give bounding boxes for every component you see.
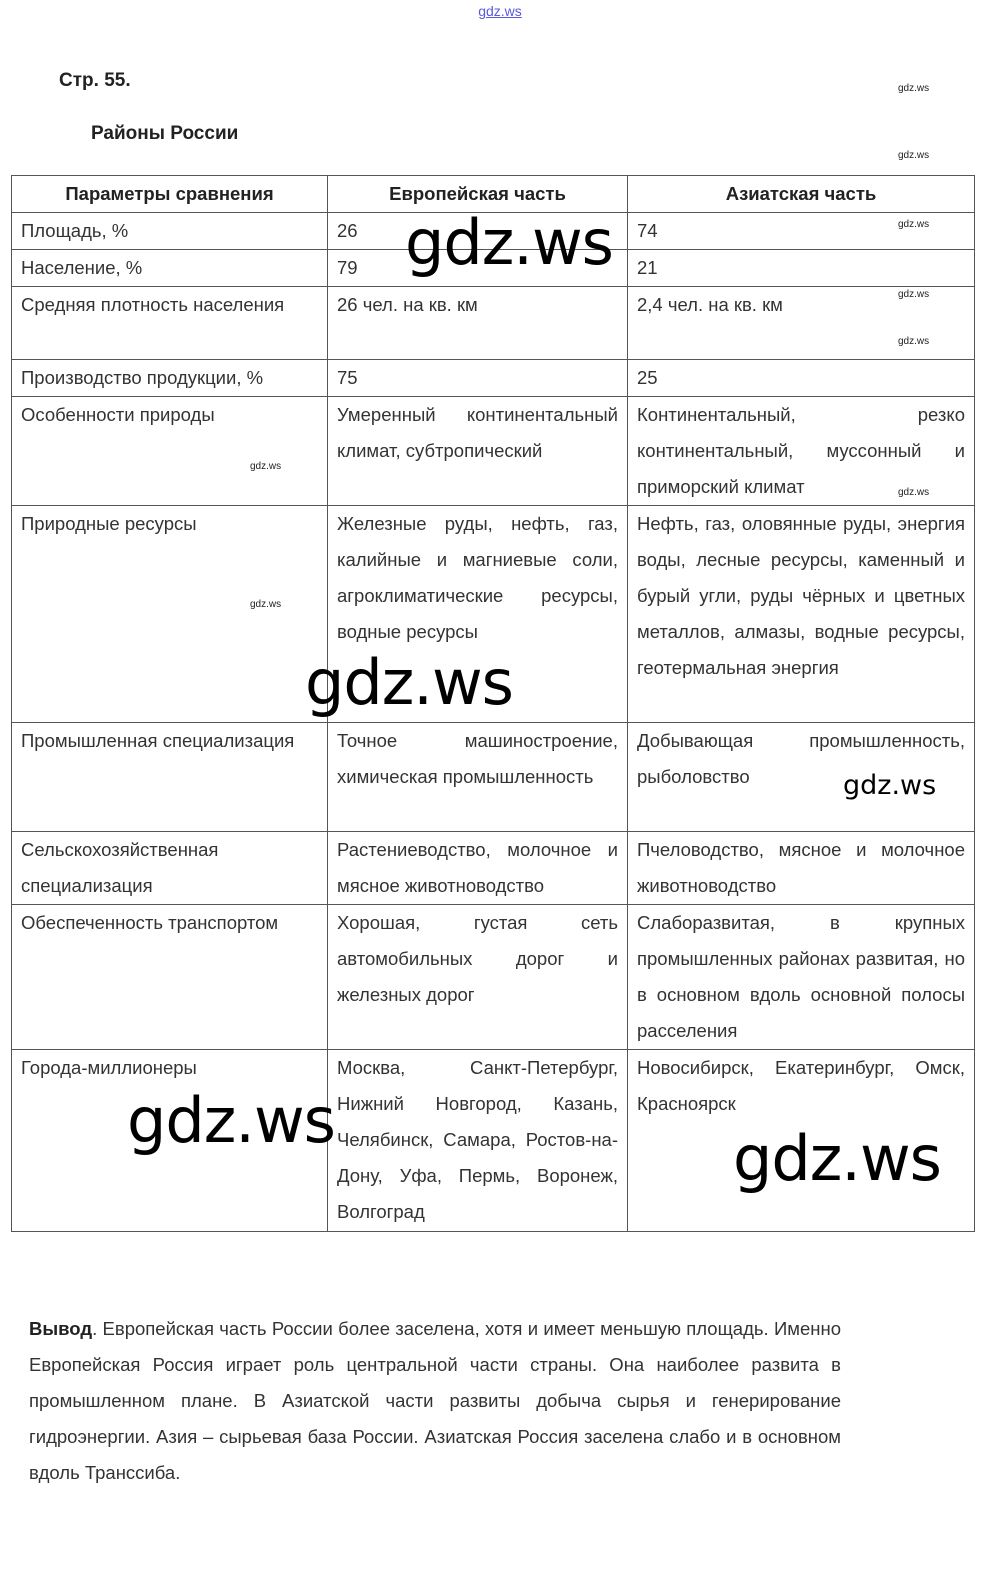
param-cell: Промышленная специализация bbox=[11, 722, 328, 832]
europe-cell: Точное машиностроение, химическая промыш… bbox=[327, 722, 628, 832]
asia-cell: Континентальный, резко континентальный, … bbox=[627, 396, 975, 506]
asia-cell: 25 bbox=[627, 359, 975, 397]
asia-cell: Слаборазвитая, в крупных промышленных ра… bbox=[627, 904, 975, 1050]
europe-cell: Хорошая, густая сеть автомобильных дорог… bbox=[327, 904, 628, 1050]
column-header: Европейская часть bbox=[327, 175, 628, 213]
asia-cell: Пчеловодство, мясное и молочное животнов… bbox=[627, 831, 975, 905]
asia-cell: Добывающая промышленность, рыболовство bbox=[627, 722, 975, 832]
column-header: Параметры сравнения bbox=[11, 175, 328, 213]
asia-cell: Нефть, газ, оловянные руды, энергия воды… bbox=[627, 505, 975, 723]
param-cell: Природные ресурсы bbox=[11, 505, 328, 723]
asia-cell: 2,4 чел. на кв. км bbox=[627, 286, 975, 360]
page-title: Районы России bbox=[91, 123, 239, 144]
europe-cell: Москва, Санкт-Петербург, Нижний Новгород… bbox=[327, 1049, 628, 1232]
param-cell: Обеспеченность транспортом bbox=[11, 904, 328, 1050]
watermark: gdz.ws bbox=[305, 646, 514, 719]
europe-cell: 26 чел. на кв. км bbox=[327, 286, 628, 360]
table-row: Сельскохозяйственная специализация Расте… bbox=[11, 831, 975, 905]
europe-cell: Растениеводство, молочное и мясное живот… bbox=[327, 831, 628, 905]
param-cell: Сельскохозяйственная специализация bbox=[11, 831, 328, 905]
table-row: Средняя плотность населения 26 чел. на к… bbox=[11, 286, 975, 360]
watermark: gdz.ws bbox=[250, 599, 282, 610]
param-cell: Производство продукции, % bbox=[11, 359, 328, 397]
asia-cell: Новосибирск, Екатеринбург, Омск, Красноя… bbox=[627, 1049, 975, 1232]
param-cell: Площадь, % bbox=[11, 212, 328, 250]
table-row: Природные ресурсы Железные руды, нефть, … bbox=[11, 505, 975, 723]
param-cell: Города-миллионеры bbox=[11, 1049, 328, 1232]
table-row: Города-миллионеры Москва, Санкт-Петербур… bbox=[11, 1049, 975, 1232]
watermark: gdz.ws bbox=[843, 770, 937, 801]
top-watermark-link[interactable]: gdz.ws bbox=[478, 3, 522, 19]
europe-cell: Умеренный континентальный климат, субтро… bbox=[327, 396, 628, 506]
watermark: gdz.ws bbox=[898, 336, 930, 347]
page-number: Стр. 55. bbox=[59, 70, 131, 91]
europe-cell: 75 bbox=[327, 359, 628, 397]
watermark: gdz.ws bbox=[898, 219, 930, 230]
table-row: Площадь, % 26 74 bbox=[11, 212, 975, 250]
param-cell: Население, % bbox=[11, 249, 328, 287]
watermark: gdz.ws bbox=[250, 461, 282, 472]
asia-cell: 74 bbox=[627, 212, 975, 250]
comparison-table: Параметры сравнения Европейская часть Аз… bbox=[11, 175, 975, 1232]
watermark: gdz.ws bbox=[898, 83, 930, 94]
watermark: gdz.ws bbox=[405, 206, 614, 279]
table-header-row: Параметры сравнения Европейская часть Аз… bbox=[11, 175, 975, 213]
conclusion-paragraph: Вывод. Европейская часть России более за… bbox=[29, 1311, 841, 1491]
watermark: gdz.ws bbox=[898, 289, 930, 300]
asia-cell: 21 bbox=[627, 249, 975, 287]
param-cell: Особенности природы bbox=[11, 396, 328, 506]
param-cell: Средняя плотность населения bbox=[11, 286, 328, 360]
column-header: Азиатская часть bbox=[627, 175, 975, 213]
watermark: gdz.ws bbox=[898, 150, 930, 161]
table-row: Промышленная специализация Точное машино… bbox=[11, 722, 975, 832]
table-row: Производство продукции, % 75 25 bbox=[11, 359, 975, 397]
watermark: gdz.ws bbox=[733, 1122, 942, 1195]
table-row: Обеспеченность транспортом Хорошая, густ… bbox=[11, 904, 975, 1050]
table-row: Особенности природы Умеренный континента… bbox=[11, 396, 975, 506]
conclusion-label: Вывод bbox=[29, 1318, 93, 1339]
europe-cell: 79 bbox=[327, 249, 628, 287]
table-row: Население, % 79 21 bbox=[11, 249, 975, 287]
watermark: gdz.ws bbox=[898, 487, 930, 498]
conclusion-text: . Европейская часть России более заселен… bbox=[29, 1318, 841, 1483]
watermark: gdz.ws bbox=[127, 1084, 336, 1157]
